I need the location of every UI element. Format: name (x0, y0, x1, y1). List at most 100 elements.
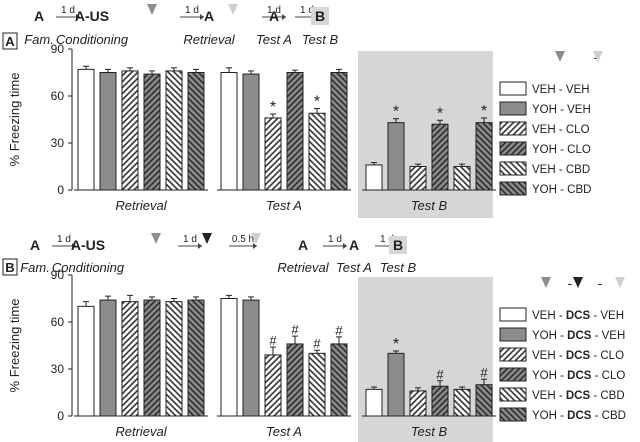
bar (264, 117, 282, 191)
protocol-phase: Retrieval (183, 32, 235, 47)
group-label: Test A (266, 424, 302, 439)
panel-label: A (5, 34, 15, 49)
y-tick-label: 90 (51, 268, 65, 282)
legend-label: VEH - DCS - CLO (532, 350, 624, 362)
bar (77, 68, 95, 191)
significance-mark: * (393, 104, 399, 121)
protocol-phase: Test A (336, 260, 372, 275)
bar (165, 301, 183, 417)
bar (475, 384, 493, 417)
legend-label: YOH - DCS - CBD (532, 410, 626, 422)
legend-header-lightgrey-arrow (593, 51, 603, 62)
significance-mark: * (437, 105, 443, 122)
protocol-context: A-US (71, 237, 105, 253)
y-tick-label: 0 (57, 409, 64, 423)
bar (453, 388, 471, 417)
protocol-interval: 1 d (57, 234, 71, 245)
legend-header-dash: - (568, 275, 573, 291)
protocol-interval: 1 d (267, 5, 281, 16)
group-label: Retrieval (115, 198, 167, 213)
legend-label: VEH - VEH (532, 84, 590, 96)
y-axis-label: % Freezing time (7, 73, 22, 167)
bar (387, 122, 405, 191)
protocol-injection-lightgrey-arrow (228, 4, 238, 15)
protocol-arrowhead (198, 243, 202, 249)
protocol-phase: Conditioning (52, 260, 125, 275)
bar (330, 343, 348, 417)
bar (431, 385, 449, 417)
legend-label-part: - CLO (591, 370, 625, 382)
protocol-arrowhead (72, 243, 76, 249)
legend-label: YOH - DCS - VEH (532, 330, 625, 342)
significance-mark: # (313, 336, 321, 351)
legend-swatch (499, 307, 527, 322)
legend-swatch (499, 327, 527, 342)
protocol-phase: Retrieval (277, 260, 329, 275)
legend-label: VEH - CBD (532, 164, 590, 176)
bar (431, 123, 449, 191)
significance-mark: # (269, 333, 277, 348)
protocol-phase: Test B (380, 260, 417, 275)
y-axis-label: % Freezing time (7, 299, 22, 393)
y-tick-label: 30 (51, 362, 65, 376)
bar (99, 72, 117, 191)
bar (387, 352, 405, 417)
legend-label-part: DCS (567, 370, 592, 382)
protocol-interval: 1 d (183, 234, 197, 245)
legend-label: YOH - CLO (532, 144, 591, 156)
group-label: Test B (411, 198, 448, 213)
bar (121, 301, 139, 417)
group-label: Test B (411, 424, 448, 439)
legend-header-grey-arrow (555, 51, 565, 62)
group-label: Retrieval (115, 424, 167, 439)
protocol-interval: 1 d (185, 5, 199, 16)
protocol-arrowhead (76, 14, 80, 20)
protocol-injection-grey-arrow (147, 4, 157, 15)
bar (264, 354, 282, 417)
protocol-context: B (315, 8, 325, 24)
legend-label-part: DCS (567, 330, 592, 342)
protocol-interval: 1 d (380, 234, 394, 245)
panel-label-box (2, 32, 18, 50)
legend-label-part: - CBD (590, 390, 625, 402)
significance-mark: # (335, 323, 343, 338)
protocol-arrowhead (200, 14, 204, 20)
protocol-interval: 1 d (61, 5, 75, 16)
legend-label-part: DCS (567, 410, 592, 422)
protocol-box (311, 7, 329, 25)
panel-label-box (2, 258, 18, 276)
panel-label: B (5, 260, 14, 275)
legend-label-part: - CBD (591, 410, 626, 422)
protocol-interval: 0.5 h (232, 234, 254, 245)
bar (187, 72, 205, 191)
legend-label-part: VEH - (532, 350, 566, 362)
legend-label-part: DCS (566, 310, 591, 322)
y-tick-label: 30 (51, 136, 65, 150)
protocol-injection-black-arrow (202, 233, 212, 244)
protocol-context: A (298, 237, 308, 253)
legend-header-black-arrow (573, 277, 583, 288)
bar (242, 299, 260, 417)
legend-label-part: DCS (566, 350, 591, 362)
bar (286, 343, 304, 417)
protocol-context: A (349, 237, 359, 253)
legend-label: VEH - DCS - CBD (532, 390, 625, 402)
significance-mark: * (314, 94, 320, 111)
panel-a: A 0 30 60 90 % Freezing time * * * * * Retrieval Tes… (2, 4, 603, 218)
protocol-context: A (34, 8, 44, 24)
bar (220, 298, 238, 417)
bar (409, 166, 427, 191)
protocol-context: A (204, 8, 214, 24)
bar (308, 112, 326, 191)
legend-label-part: VEH - (532, 310, 566, 322)
legend-swatch (499, 81, 527, 96)
y-tick-label: 0 (57, 183, 64, 197)
significance-mark: # (436, 367, 444, 382)
bar (409, 390, 427, 417)
protocol-arrowhead (253, 243, 257, 249)
protocol-phase: Test A (256, 32, 292, 47)
y-tick-label: 60 (51, 315, 65, 329)
protocol-arrowhead (343, 243, 347, 249)
significance-mark: * (393, 336, 399, 353)
